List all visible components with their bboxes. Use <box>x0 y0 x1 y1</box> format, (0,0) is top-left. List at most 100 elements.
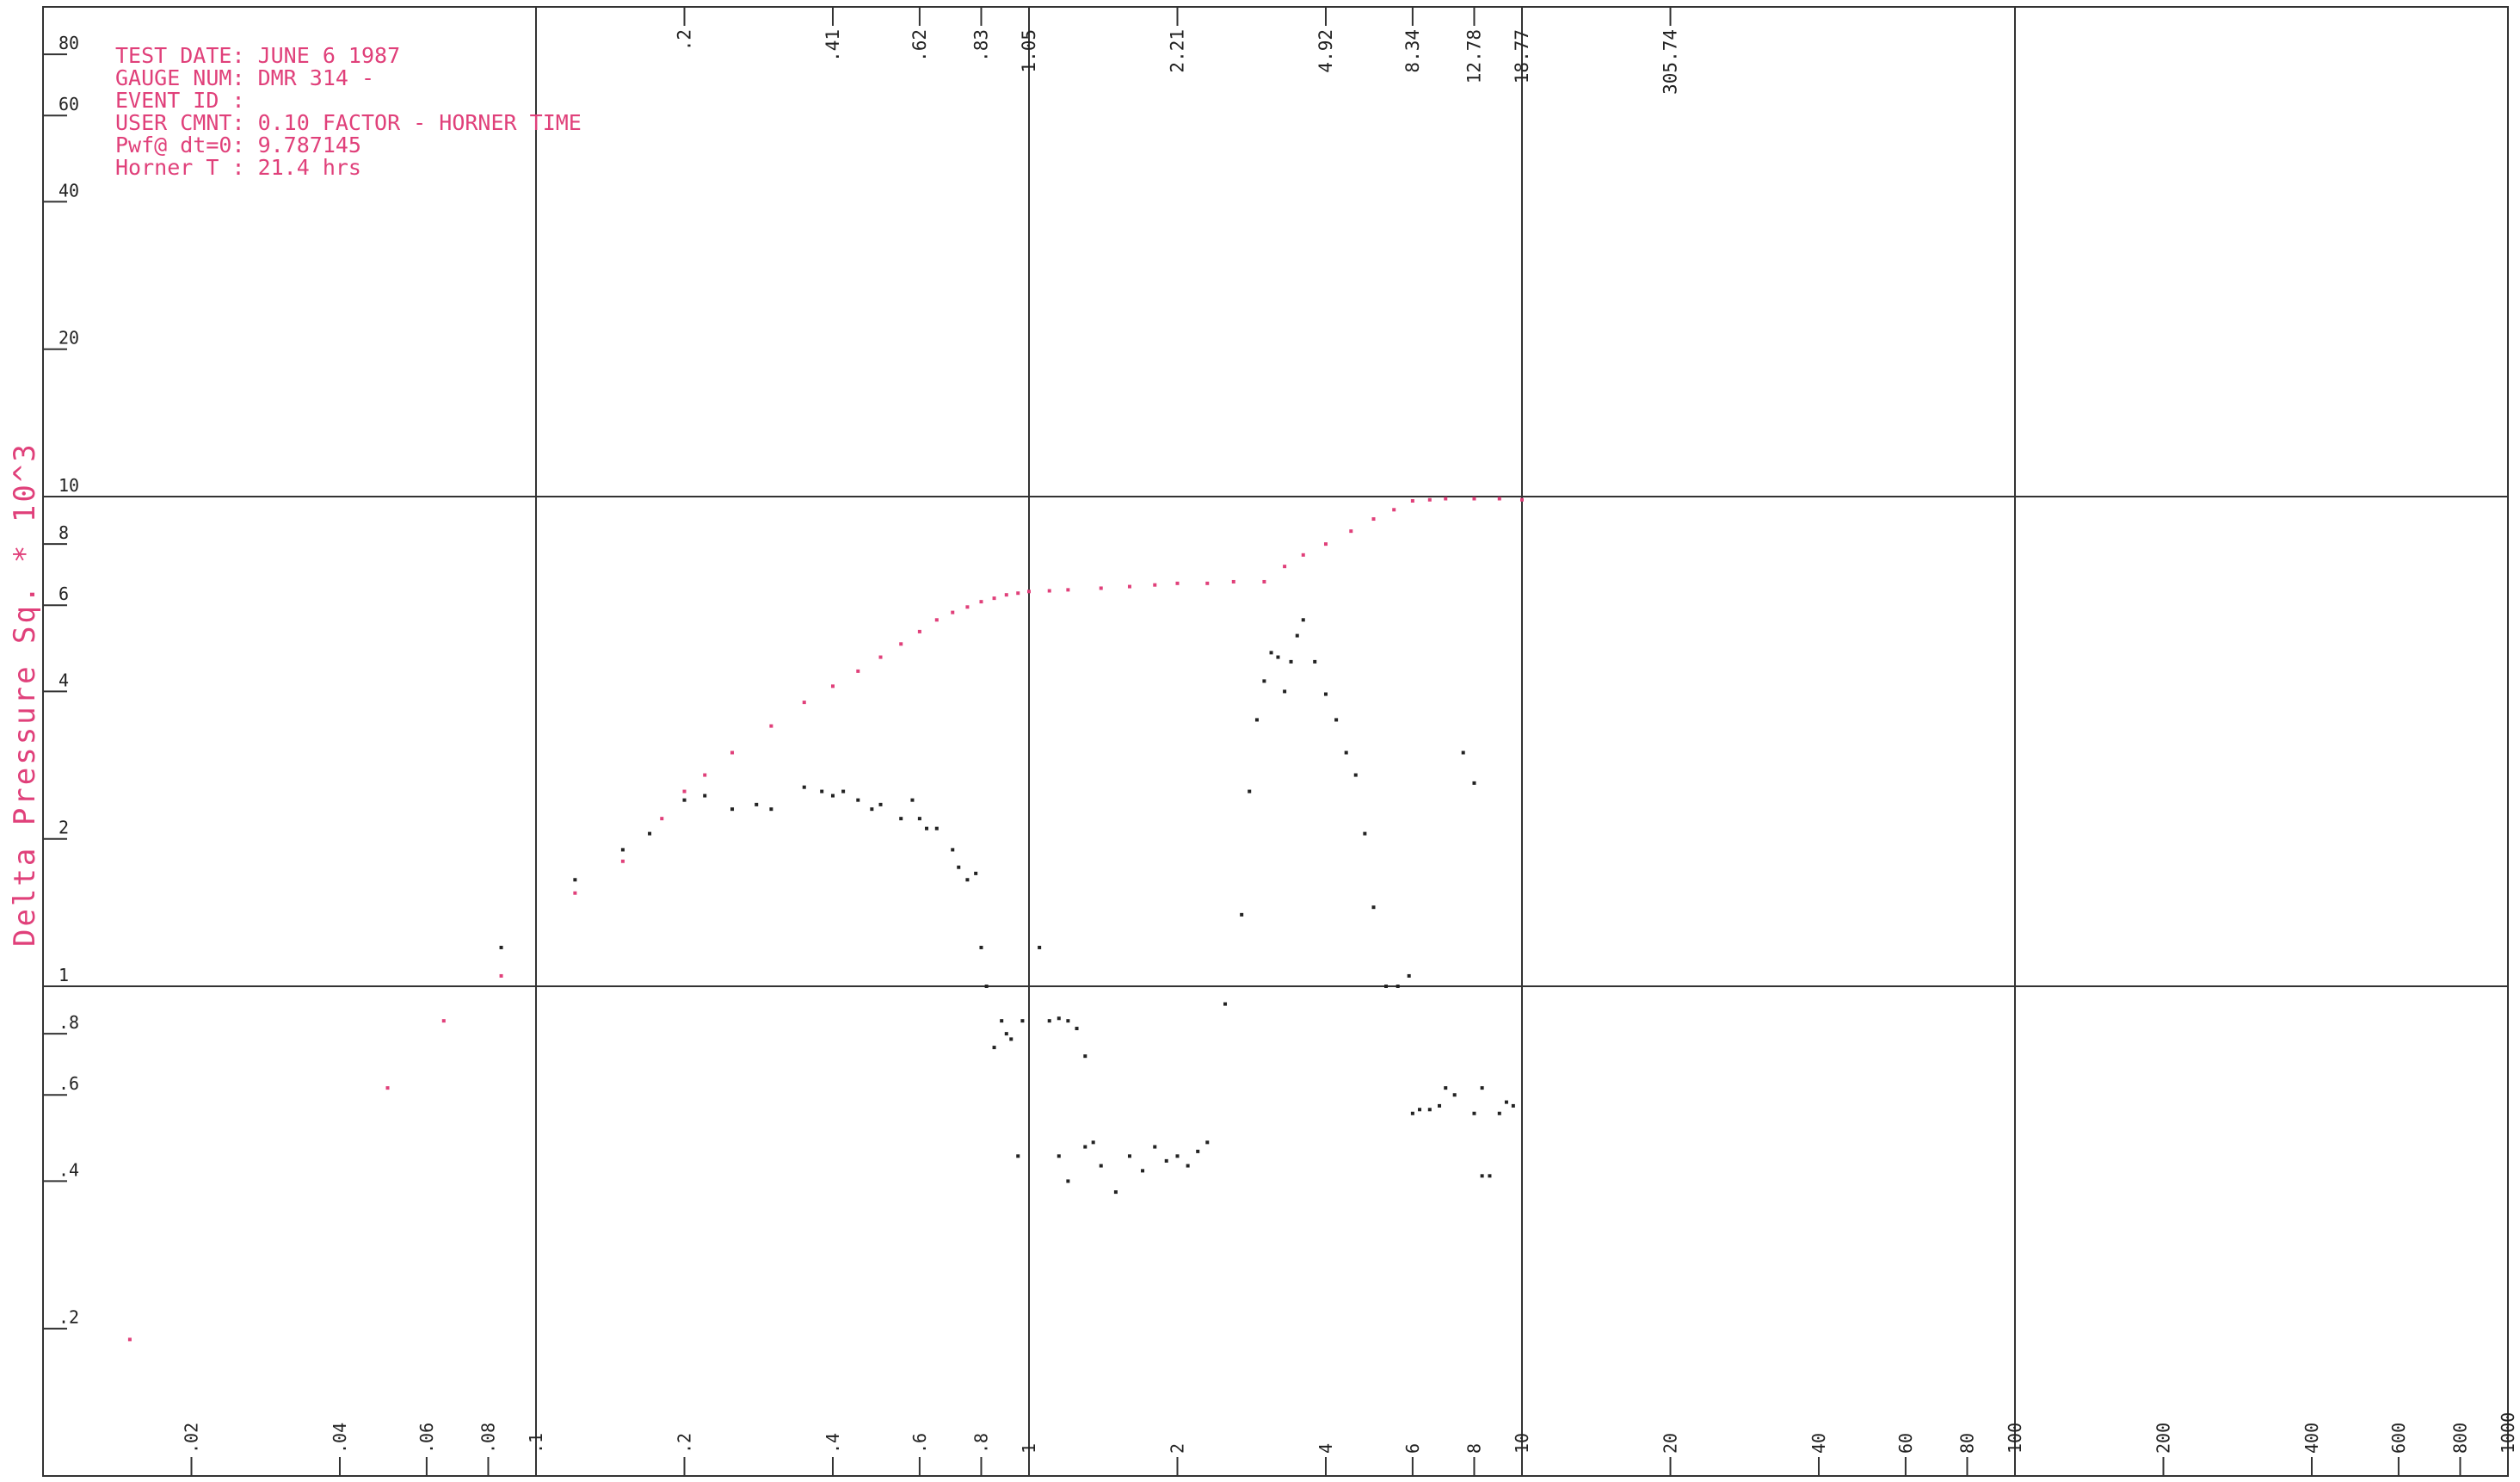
derivative-point <box>934 826 939 831</box>
pressure-point <box>1392 508 1396 512</box>
derivative-point <box>620 848 625 852</box>
x-tick-label: 1000 <box>2498 1412 2518 1454</box>
x-tick-label: 8 <box>1463 1443 1484 1454</box>
derivative-point <box>1254 718 1259 722</box>
derivative-point <box>1363 831 1367 836</box>
x-tick-label: .06 <box>416 1423 437 1454</box>
derivative-point <box>1384 985 1389 988</box>
x-tick-label: 80 <box>1956 1433 1977 1454</box>
y-tick-label: 2 <box>59 818 69 838</box>
derivative-point <box>951 848 955 852</box>
x-tick-label: 60 <box>1895 1433 1916 1454</box>
pressure-point <box>1153 583 1157 587</box>
derivative-point <box>1472 1111 1476 1115</box>
top-tick-label: 4.92 <box>1315 29 1336 73</box>
pressure-point <box>1175 581 1180 585</box>
pressure-point <box>1410 498 1414 503</box>
top-tick-label: .41 <box>823 29 843 62</box>
top-tick-label: 18.77 <box>1512 29 1532 83</box>
pressure-point <box>856 669 860 673</box>
derivative-point <box>1497 1111 1501 1115</box>
derivative-point <box>1396 985 1400 988</box>
pressure-point <box>878 655 883 659</box>
derivative-point <box>682 798 687 802</box>
y-tick-label: 8 <box>59 522 69 543</box>
derivative-point <box>1313 659 1317 664</box>
derivative-point <box>979 945 983 949</box>
pressure-point <box>730 750 735 755</box>
x-tick-label: .02 <box>181 1423 201 1454</box>
derivative-point <box>1223 1002 1228 1006</box>
derivative-point <box>499 945 503 949</box>
y-tick-label: 60 <box>59 94 79 114</box>
pressure-point <box>385 1086 390 1090</box>
header-line-5: Pwf@ dt=0: 9.787145 <box>115 133 361 157</box>
derivative-point <box>1418 1108 1422 1112</box>
derivative-point <box>703 793 707 798</box>
derivative-point <box>730 807 735 812</box>
y-tick-label: .4 <box>59 1159 79 1180</box>
derivative-point <box>1488 1174 1492 1178</box>
grid <box>42 6 2509 1477</box>
derivative-point <box>1127 1154 1131 1158</box>
derivative-point <box>1344 750 1348 755</box>
derivative-point <box>1427 1108 1432 1112</box>
derivative-point <box>1091 1140 1095 1145</box>
derivative-point <box>1038 945 1042 949</box>
y-tick-label: .2 <box>59 1307 79 1328</box>
header-line-4: USER CMNT: 0.10 FACTOR - HORNER TIME <box>115 110 582 135</box>
derivative-point <box>1283 689 1287 694</box>
x-tick-label: 1 <box>1019 1443 1039 1454</box>
derivative-point <box>1009 1037 1014 1041</box>
x-tick-label: 20 <box>1660 1433 1680 1454</box>
derivative-point <box>1248 789 1252 793</box>
derivative-point <box>1004 1032 1008 1036</box>
y-tick-label: 1 <box>59 965 69 985</box>
derivative-point <box>841 789 846 793</box>
derivative-point <box>1240 912 1244 917</box>
derivative-point <box>1269 651 1273 655</box>
derivative-point <box>878 802 883 806</box>
derivative-point <box>1020 1019 1025 1023</box>
top-tick-label: .83 <box>970 29 991 62</box>
derivative-point <box>1141 1169 1145 1173</box>
top-tick-label: 8.34 <box>1402 29 1423 73</box>
derivative-point <box>1295 633 1299 638</box>
derivative-point <box>1511 1103 1515 1108</box>
derivative-point <box>1334 718 1339 722</box>
plot-frame <box>42 6 2509 1477</box>
y-axis: .2 .4 .6 .8 1 2 4 6 8 10 20 40 60 80 <box>43 33 79 1330</box>
pressure-point <box>1016 591 1020 596</box>
header-line-2: GAUGE NUM: DMR 314 - <box>115 65 374 90</box>
pressure-point <box>979 600 983 604</box>
derivative-point <box>830 793 835 798</box>
pressure-point <box>1047 589 1051 593</box>
pressure-point <box>499 973 503 978</box>
pressure-point <box>934 618 939 622</box>
derivative-point <box>1371 905 1376 910</box>
derivative-point <box>1075 1027 1079 1031</box>
header-line-3: EVENT ID : <box>115 88 245 113</box>
pressure-point <box>917 629 921 633</box>
x-tick-label: 100 <box>2005 1423 2025 1454</box>
x-tick-label: .1 <box>526 1433 546 1454</box>
pressure-point <box>1205 581 1210 585</box>
derivative-point <box>1047 1019 1051 1023</box>
derivative-point <box>1113 1190 1118 1195</box>
y-tick-label: 6 <box>59 584 69 604</box>
derivative-point <box>1461 750 1465 755</box>
derivative-point <box>1066 1179 1070 1183</box>
pressure-point <box>682 789 687 793</box>
derivative-point <box>910 798 915 802</box>
top-tick-label: .62 <box>909 29 930 62</box>
derivative-point <box>1353 773 1358 777</box>
derivative-point <box>573 878 577 882</box>
pressure-point <box>992 596 996 601</box>
derivative-point <box>1323 692 1328 696</box>
derivative-point <box>1000 1019 1004 1023</box>
derivative-point <box>974 871 978 875</box>
pressure-point <box>802 701 806 705</box>
derivative-point <box>1289 659 1293 664</box>
top-tick-label: 1.05 <box>1019 29 1039 73</box>
